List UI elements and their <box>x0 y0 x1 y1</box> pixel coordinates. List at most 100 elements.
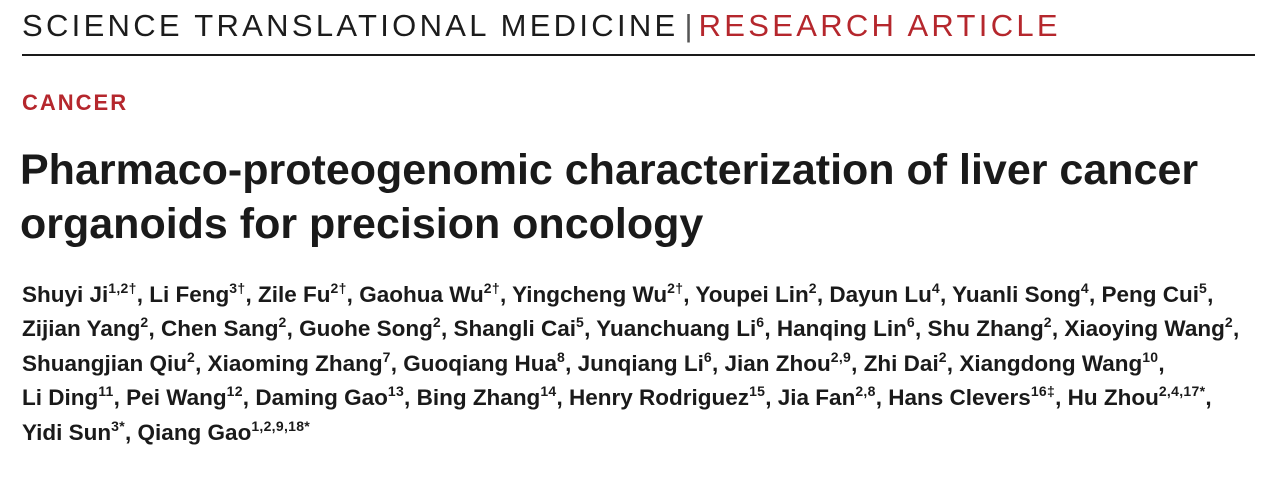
author-name: Li Feng <box>149 282 230 307</box>
author: Yuanli Song4, <box>952 280 1096 307</box>
author-affiliation: 2† <box>483 280 500 296</box>
author-affiliation: 2 <box>278 314 287 331</box>
author: Guoqiang Hua8, <box>403 348 572 376</box>
author: Jian Zhou2,9, <box>724 348 858 376</box>
author-affiliation: 14 <box>540 383 557 400</box>
author-affiliation: 2 <box>187 348 196 365</box>
author-affiliation: 7 <box>382 348 391 365</box>
author-affiliation: 8 <box>557 348 566 365</box>
author: Xiaoying Wang2, <box>1064 314 1240 342</box>
author-name: Shuangjian Qiu <box>22 350 188 376</box>
journal-header: SCIENCE TRANSLATIONAL MEDICINE | RESEARCH … <box>22 4 1255 56</box>
author-affiliation: 2 <box>1224 314 1233 331</box>
author: Daming Gao13, <box>255 383 411 411</box>
author-name: Guoqiang Hua <box>403 350 558 376</box>
author-affiliation: 13 <box>387 383 405 400</box>
author-name: Zijian Yang <box>22 316 141 342</box>
author: Shuangjian Qiu2, <box>22 348 202 376</box>
author: Xiaoming Zhang7, <box>207 348 398 376</box>
author-affiliation: 6 <box>906 314 915 331</box>
author-name: Henry Rodriguez <box>569 385 750 411</box>
journal-name: SCIENCE TRANSLATIONAL MEDICINE <box>22 8 679 43</box>
author-name: Yuanchuang Li <box>596 316 757 342</box>
author: Junqiang Li6, <box>577 348 719 376</box>
author-affiliation: 10 <box>1142 348 1159 365</box>
author: Dayun Lu4, <box>829 280 947 307</box>
author: Xiangdong Wang10, <box>959 348 1165 376</box>
author: Henry Rodriguez15, <box>569 383 772 411</box>
author-name: Jia Fan <box>777 385 856 411</box>
author: Hu Zhou2,4,17*, <box>1067 383 1212 411</box>
author: Pei Wang12, <box>126 383 250 411</box>
author: Yuanchuang Li6, <box>596 314 771 342</box>
author-affiliation: 3* <box>111 417 126 434</box>
author-affiliation: 3† <box>229 280 246 296</box>
author-name: Qiang Gao <box>137 419 252 445</box>
author: Youpei Lin2, <box>695 280 824 307</box>
author-affiliation: 2 <box>432 314 441 331</box>
author-name: Hans Clevers <box>888 385 1031 411</box>
author-affiliation: 2† <box>330 280 347 296</box>
author-affiliation: 6 <box>703 348 712 365</box>
author-affiliation: 2 <box>140 314 149 331</box>
author: Shangli Cai5, <box>453 314 591 342</box>
author-affiliation: 1,2† <box>108 280 137 296</box>
author-affiliation: 4 <box>1080 280 1089 296</box>
author-name: Peng Cui <box>1101 282 1200 307</box>
author: Zile Fu2†, <box>257 280 353 307</box>
author-name: Junqiang Li <box>577 350 704 376</box>
author-affiliation: 12 <box>226 383 243 400</box>
author: Chen Sang2, <box>161 314 293 342</box>
author-affiliation: 2 <box>808 280 817 296</box>
author-affiliation: 4 <box>931 280 940 296</box>
author-name: Zile Fu <box>257 282 331 307</box>
author-affiliation: 5 <box>1199 280 1208 296</box>
author-name: Yuanli Song <box>952 282 1081 307</box>
author-name: Guohe Song <box>299 316 433 342</box>
author: Zhi Dai2, <box>863 348 954 376</box>
header-separator: | <box>684 8 693 43</box>
author-list: Shuyi Ji1,2†, Li Feng3†, Zile Fu2†, Gaoh… <box>22 279 1262 451</box>
author: Hans Clevers16‡, <box>888 383 1062 411</box>
article-type: RESEARCH ARTICLE <box>698 8 1061 43</box>
author-name: Jian Zhou <box>724 350 831 376</box>
author-name: Hu Zhou <box>1067 385 1159 411</box>
author-name: Gaohua Wu <box>359 282 484 307</box>
author-affiliation: 2,4,17* <box>1158 383 1206 400</box>
author: Gaohua Wu2†, <box>359 280 507 307</box>
author-name: Hanqing Lin <box>776 316 907 342</box>
author-name: Li Ding <box>22 385 99 411</box>
author: Shuyi Ji1,2†, <box>22 280 143 307</box>
author-affiliation: 2 <box>1043 314 1052 331</box>
author-name: Yidi Sun <box>22 419 112 445</box>
author: Guohe Song2, <box>299 314 448 342</box>
author-name: Yingcheng Wu <box>512 282 668 307</box>
author-affiliation: 5 <box>576 314 585 331</box>
author-name: Youpei Lin <box>695 282 809 307</box>
author: Li Ding11, <box>22 383 120 411</box>
author-name: Xiaoying Wang <box>1064 316 1225 342</box>
author: Yingcheng Wu2†, <box>512 280 690 307</box>
header-line: SCIENCE TRANSLATIONAL MEDICINE | RESEARCH … <box>22 10 1061 41</box>
author: Li Feng3†, <box>149 280 252 307</box>
author-name: Shuyi Ji <box>22 282 109 307</box>
author: Zijian Yang2, <box>22 314 155 342</box>
article-title: Pharmaco-proteogenomic characterization … <box>20 146 1199 248</box>
author-name: Bing Zhang <box>416 385 541 411</box>
author-name: Xiangdong Wang <box>959 350 1143 376</box>
author-affiliation: 11 <box>98 383 114 400</box>
author-affiliation: 6 <box>756 314 765 331</box>
author: Yidi Sun3*, <box>22 417 132 445</box>
author-name: Dayun Lu <box>829 282 932 307</box>
author-affiliation: 2† <box>667 280 684 296</box>
author: Jia Fan2,8, <box>777 383 882 411</box>
author-name: Zhi Dai <box>863 350 939 376</box>
author: Bing Zhang14, <box>416 383 563 411</box>
section-label: CANCER <box>22 90 129 115</box>
author: Qiang Gao1,2,9,18* <box>137 418 311 445</box>
author-name: Shangli Cai <box>453 316 577 342</box>
author-name: Daming Gao <box>255 385 388 411</box>
author-affiliation: 16‡ <box>1030 383 1056 400</box>
author-name: Shu Zhang <box>927 316 1044 342</box>
author: Peng Cui5, <box>1101 280 1214 307</box>
